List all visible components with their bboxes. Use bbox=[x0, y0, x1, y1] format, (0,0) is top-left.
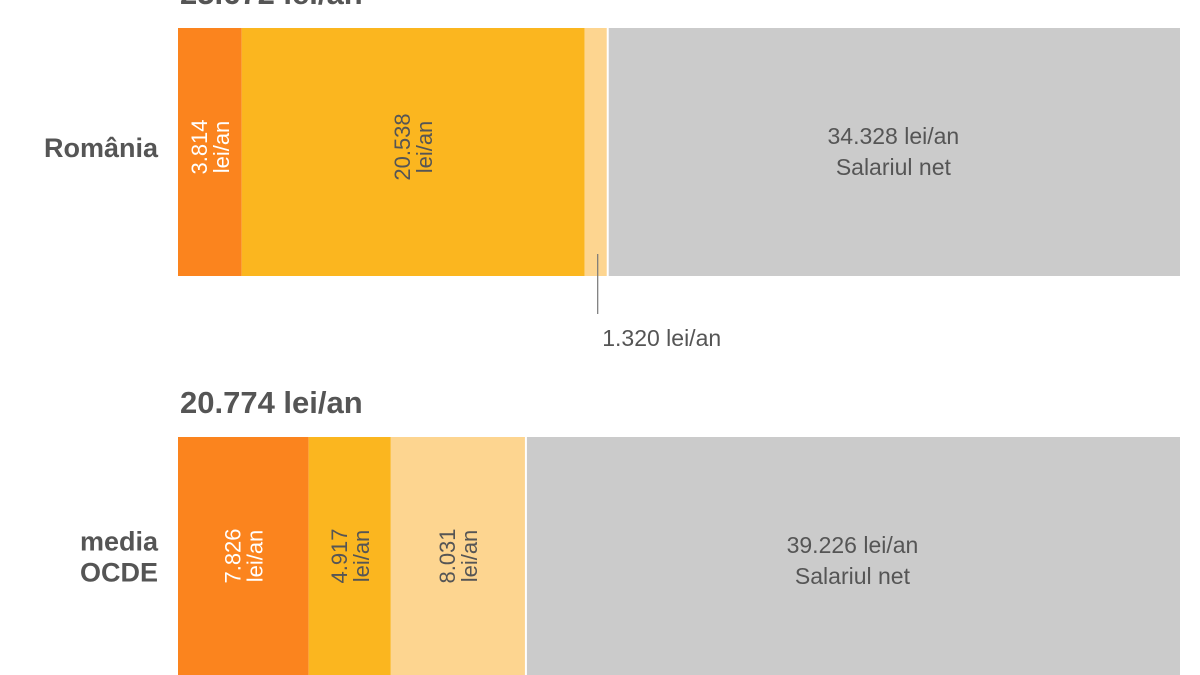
bar-segment bbox=[308, 437, 391, 675]
category-label: OCDE bbox=[80, 558, 158, 588]
segment-value-label: 1.320 lei/an bbox=[602, 325, 721, 351]
segment-value-label: 34.328 lei/an bbox=[827, 123, 959, 149]
segment-value-label: 20.538 bbox=[390, 113, 415, 180]
bar-segment bbox=[608, 28, 1180, 276]
category-label: media bbox=[80, 527, 159, 557]
bar-segment bbox=[241, 28, 585, 276]
segment-value-label: 39.226 lei/an bbox=[787, 532, 919, 558]
segment-value-label: 8.031 bbox=[435, 528, 460, 583]
segment-unit-label: lei/an bbox=[412, 121, 437, 174]
segment-net-label: Salariul net bbox=[795, 563, 911, 589]
bar-total-label: 25.672 lei/an bbox=[180, 0, 363, 11]
segment-value-label: 4.917 bbox=[327, 528, 352, 583]
segment-value-label: 3.814 bbox=[187, 119, 212, 174]
bar-total-label: 20.774 lei/an bbox=[180, 385, 363, 420]
segment-unit-label: lei/an bbox=[457, 530, 482, 583]
segment-unit-label: lei/an bbox=[349, 530, 374, 583]
bar-segment bbox=[178, 28, 242, 276]
bar-segment bbox=[390, 437, 525, 675]
bar-segment bbox=[584, 28, 607, 276]
bar-segment bbox=[526, 437, 1180, 675]
category-label: România bbox=[44, 133, 159, 163]
segment-unit-label: lei/an bbox=[242, 530, 267, 583]
bar-segment bbox=[178, 437, 309, 675]
segment-value-label: 7.826 bbox=[220, 528, 245, 583]
segment-net-label: Salariul net bbox=[836, 154, 952, 180]
segment-unit-label: lei/an bbox=[209, 121, 234, 174]
